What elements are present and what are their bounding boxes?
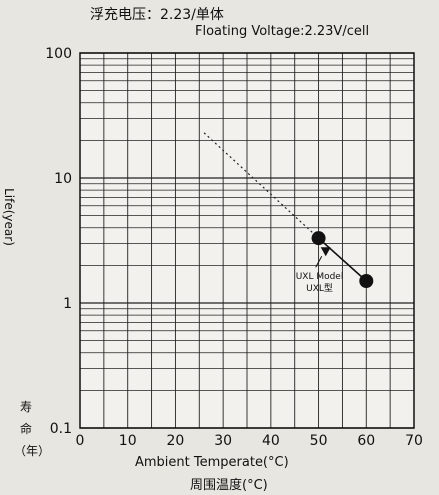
x-tick-label: 10: [119, 433, 137, 449]
x-tick-label: 0: [76, 433, 85, 449]
y-axis-label-chinese-3: （年）: [14, 444, 51, 458]
x-tick-label: 50: [310, 433, 328, 449]
y-tick-label: 10: [54, 171, 72, 187]
annotation-label: UXL Model: [296, 272, 344, 282]
data-point: [359, 273, 374, 288]
x-tick-label: 30: [214, 433, 232, 449]
chart-title-english: Floating Voltage:2.23V/cell: [195, 24, 370, 39]
x-tick-label: 20: [167, 433, 185, 449]
x-axis-label-chinese: 周围温度(°C): [190, 478, 268, 493]
chart-title-chinese: 浮充电压：2.23/单体: [90, 7, 224, 23]
plot-frame: [79, 52, 415, 429]
annotation-label: UXL型: [306, 283, 333, 294]
y-tick-label: 1: [63, 296, 72, 312]
annotation-arrow: [320, 247, 331, 257]
x-axis-label-english: Ambient Temperate(°C): [135, 455, 289, 470]
x-tick-label: 60: [357, 433, 375, 449]
y-axis-label-chinese-1: 寿: [20, 400, 33, 414]
x-tick-label: 70: [405, 433, 423, 449]
y-tick-label: 100: [45, 46, 72, 62]
y-axis-label-english: Life(year): [1, 188, 16, 246]
series-line-extrapolated: [203, 132, 319, 239]
annotation-leader: [315, 256, 323, 268]
y-axis-label-chinese-2: 命: [20, 422, 33, 436]
y-axis-label-chinese: 寿 命 （年）: [14, 396, 50, 462]
y-tick-label: 0.1: [50, 421, 72, 437]
series-line-uxl: [318, 237, 367, 282]
x-tick-label: 40: [262, 433, 280, 449]
